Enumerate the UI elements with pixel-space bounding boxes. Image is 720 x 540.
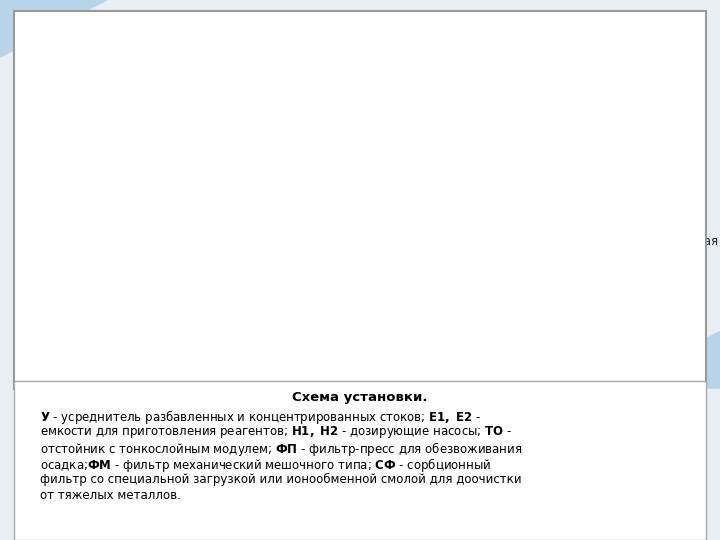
Text: фильтр со специальной загрузкой или ионообменной смолой для доочистки: фильтр со специальной загрузкой или ионо…	[40, 472, 521, 485]
Polygon shape	[216, 97, 259, 113]
Bar	[626, 97, 641, 109]
Bar	[276, 226, 289, 280]
Text: E2: E2	[295, 43, 310, 56]
Text: сточная: сточная	[22, 21, 74, 33]
Bar	[367, 113, 468, 183]
Text: H2: H2	[349, 141, 366, 154]
Polygon shape	[367, 183, 468, 202]
Ellipse shape	[504, 124, 547, 132]
Ellipse shape	[504, 179, 547, 187]
Bar	[228, 226, 241, 280]
Text: осадок: осадок	[107, 231, 153, 244]
Text: ТО: ТО	[409, 94, 426, 107]
Text: реагентов: реагентов	[330, 58, 390, 68]
Text: на слив: на слив	[648, 266, 696, 279]
Text: очищенная: очищенная	[648, 234, 718, 247]
Text: ФП: ФП	[242, 205, 262, 218]
Text: осадка;$\bf{ФМ}$ - фильтр механический мешочного типа; $\bf{СФ}$ - сорбционный: осадка;$\bf{ФМ}$ - фильтр механический м…	[40, 456, 491, 474]
Text: E1: E1	[230, 75, 245, 85]
Text: узел: узел	[347, 27, 373, 37]
Polygon shape	[0, 0, 108, 58]
Text: отстойник с тонкослойным модулем; $\bf{ФП}$ - фильтр-пресс для обезвоживания: отстойник с тонкослойным модулем; $\bf{Ф…	[40, 440, 522, 458]
Text: E2: E2	[295, 75, 310, 85]
Text: вода: вода	[648, 250, 678, 263]
Bar	[212, 226, 225, 280]
Bar	[187, 27, 418, 202]
Text: Схема установки.: Схема установки.	[292, 392, 428, 404]
Text: У: У	[94, 119, 108, 138]
Text: СФ: СФ	[624, 77, 644, 90]
Ellipse shape	[605, 110, 662, 124]
Text: H1: H1	[270, 141, 287, 154]
Bar	[36, 93, 166, 163]
Bar	[605, 117, 662, 226]
Bar	[216, 62, 259, 97]
Bar	[209, 280, 295, 284]
Bar	[260, 226, 273, 280]
Circle shape	[292, 134, 342, 161]
Polygon shape	[396, 202, 439, 221]
Text: емкости для приготовления реагентов; $\bf{Н1,\ Н2}$ - дозирующие насосы; $\bf{ТО: емкости для приготовления реагентов; $\b…	[40, 424, 512, 440]
Polygon shape	[612, 330, 720, 389]
Circle shape	[227, 142, 248, 153]
Bar	[281, 62, 324, 97]
Polygon shape	[281, 97, 324, 113]
Circle shape	[306, 142, 328, 153]
Circle shape	[212, 134, 263, 161]
Text: $\bf{У}$ - усреднитель разбавленных и концентрированных стоков; $\bf{Е1,\ Е2}$ -: $\bf{У}$ - усреднитель разбавленных и ко…	[40, 408, 481, 426]
Bar	[244, 226, 257, 280]
Text: приготовления: приготовления	[315, 43, 405, 52]
Text: от тяжелых металлов.: от тяжелых металлов.	[40, 489, 181, 502]
Text: ФМ: ФМ	[515, 104, 536, 117]
Bar	[504, 129, 547, 183]
Text: E1: E1	[230, 43, 245, 56]
Text: осветленная вода: осветленная вода	[289, 262, 402, 275]
Text: вода: вода	[22, 36, 53, 49]
